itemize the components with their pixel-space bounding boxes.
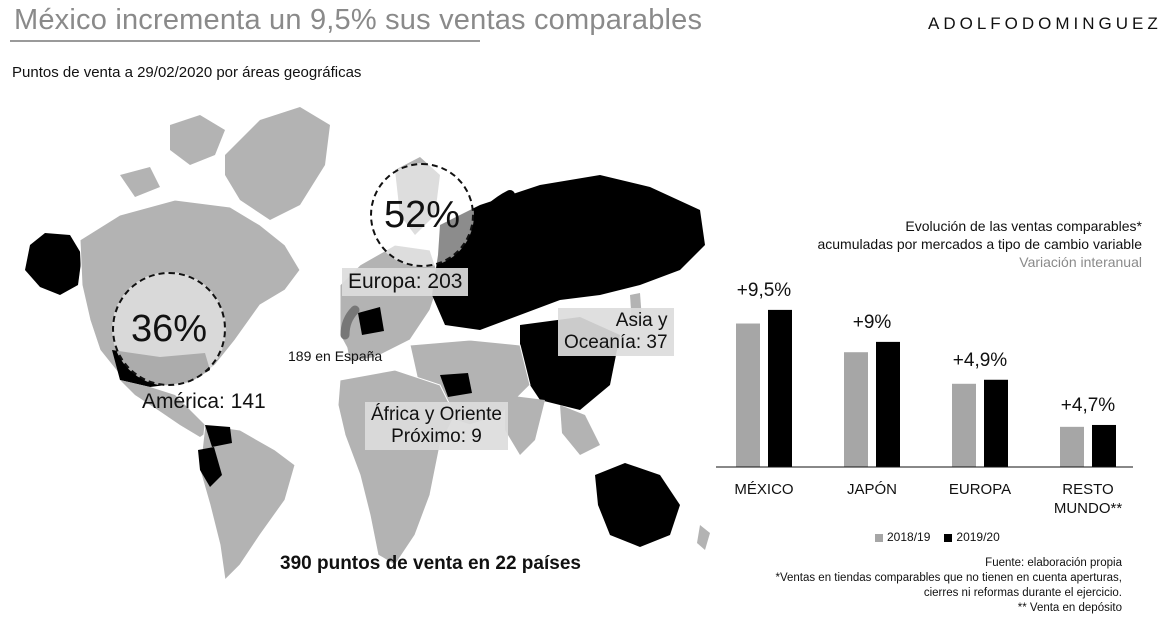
map-mexico (120, 380, 210, 437)
map-colombia (205, 425, 232, 447)
bar-annotation-3: +4,7% (1061, 395, 1116, 416)
bar-annotation-0: +9,5% (737, 280, 792, 301)
bar-2018-19-2 (952, 383, 976, 467)
map-se-asia (560, 405, 600, 455)
legend-item-2018-19: 2018/19 (875, 530, 930, 544)
spain-label: 189 en España (288, 348, 383, 364)
chart-header-line3: Variación interanual (1019, 254, 1142, 271)
bar-2019-20-3 (1092, 424, 1116, 467)
footnote-2: cierres ni reformas durante el ejercicio… (923, 586, 1122, 599)
bar-2019-20-2 (984, 379, 1008, 467)
asia-label: Asia y Oceanía: 37 (558, 308, 674, 356)
page-title: México incrementa un 9,5% sus ventas com… (14, 4, 703, 36)
bar-annotation-2: +4,9% (953, 350, 1008, 371)
map-india (505, 395, 545, 455)
europe-percentage-circle: 52% (370, 163, 474, 267)
source-note: Fuente: elaboración propia (985, 557, 1122, 569)
chart-header-line2: acumuladas por mercados a tipo de cambio… (817, 236, 1142, 253)
map-peru (198, 447, 222, 487)
category-label-3: MUNDO** (1054, 500, 1122, 517)
legend-item-2019-20: 2019/20 (944, 530, 1000, 544)
bar-2018-19-1 (844, 352, 868, 467)
map-iran (440, 373, 472, 397)
bar-annotation-1: +9% (853, 312, 892, 333)
chart-header: Evolución de las ventas comparables* acu… (817, 217, 1142, 272)
europe-label: Europa: 203 (342, 268, 469, 297)
category-label-3: RESTO (1062, 481, 1113, 498)
map-arctic-islands (120, 115, 225, 197)
map-spain (345, 335, 375, 361)
map-new-zealand (697, 525, 710, 550)
footnote-1: *Ventas en tiendas comparables que no ti… (775, 571, 1122, 584)
title-underline (10, 40, 480, 42)
legend-swatch-2018-19 (875, 533, 883, 542)
bar-2019-20-1 (876, 341, 900, 467)
bar-2019-20-0 (768, 309, 792, 467)
map-greenland (225, 107, 330, 220)
chart-header-line1: Evolución de las ventas comparables* (905, 218, 1142, 234)
map-subtitle: Puntos de venta a 29/02/2020 por áreas g… (12, 64, 362, 81)
europe-arrow (465, 190, 515, 235)
category-label-2: EUROPA (949, 481, 1011, 498)
america-percentage: 36% (130, 307, 208, 350)
map-france (358, 307, 384, 335)
total-stores-label: 390 puntos de venta en 22 países (280, 553, 581, 574)
america-label: América: 141 (142, 390, 266, 413)
map-south-america (199, 424, 296, 582)
category-label-1: JAPÓN (847, 481, 897, 498)
map-alaska (25, 233, 82, 295)
map-australia (595, 463, 680, 547)
legend-swatch-2019-20 (944, 533, 953, 542)
chart-legend: 2018/19 2019/20 (875, 530, 1000, 544)
america-percentage-circle: 36% (112, 272, 226, 386)
brand-logo: ADOLFODOMINGUEZ (928, 14, 1162, 33)
comparable-sales-bar-chart: +9,5% MÉXICO +9% JAPÓN +4,9% EUROPA +4,7% RESTO… (716, 280, 1133, 517)
spain-arrow (340, 305, 360, 340)
map-russia (432, 175, 705, 330)
map-africa (337, 369, 456, 566)
bar-2018-19-3 (1060, 426, 1084, 467)
europe-percentage: 52% (383, 193, 461, 236)
bar-2018-19-0 (736, 323, 760, 467)
category-label-0: MÉXICO (734, 481, 793, 498)
footnotes: Fuente: elaboración propia *Ventas en ti… (775, 556, 1122, 616)
footnote-3: ** Venta en depósito (1017, 601, 1122, 614)
africa-label: África y Oriente Próximo: 9 (365, 402, 508, 450)
